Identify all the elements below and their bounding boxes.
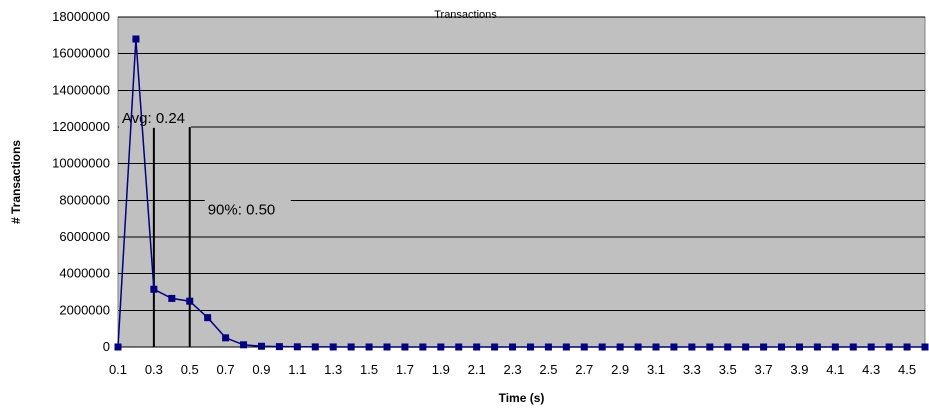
annotation-label: 90%: 0.50: [208, 202, 276, 219]
x-axis-label: Time (s): [499, 391, 545, 405]
y-tick-label: 16000000: [52, 46, 110, 61]
x-tick-label: 2.3: [503, 362, 521, 377]
annotation-label-bg: [118, 106, 191, 128]
data-point: [921, 343, 929, 351]
x-tick-label: 3.7: [755, 362, 773, 377]
data-point: [903, 343, 911, 351]
x-tick-label: 1.5: [360, 362, 378, 377]
data-point: [867, 343, 875, 351]
data-point: [598, 343, 606, 351]
x-tick-label: 4.1: [826, 362, 844, 377]
data-point: [186, 297, 194, 305]
data-point: [222, 334, 230, 342]
data-point: [795, 343, 803, 351]
series-transactions: [114, 35, 929, 351]
data-point: [724, 343, 732, 351]
data-point: [562, 343, 570, 351]
y-tick-label: 10000000: [52, 156, 110, 171]
y-tick-label: 18000000: [52, 9, 110, 24]
data-point: [311, 343, 319, 351]
x-tick-label: 3.1: [647, 362, 665, 377]
data-point: [473, 343, 481, 351]
x-tick-label: 4.5: [898, 362, 916, 377]
annotation-label: Avg: 0.24: [122, 110, 185, 127]
data-point: [240, 341, 248, 349]
data-point: [688, 343, 696, 351]
data-point: [401, 343, 409, 351]
x-tick-label: 3.3: [683, 362, 701, 377]
x-tick-label: 2.1: [468, 362, 486, 377]
x-tick-label: 2.9: [611, 362, 629, 377]
y-tick-label: 4000000: [59, 266, 110, 281]
data-point: [437, 343, 445, 351]
x-tick-label: 0.7: [217, 362, 235, 377]
data-point: [778, 343, 786, 351]
chart-title: Transactions: [434, 9, 497, 21]
series-line: [117, 38, 925, 348]
data-point: [114, 343, 122, 351]
data-point: [275, 343, 283, 351]
y-tick-label: 14000000: [52, 82, 110, 97]
annotations: Avg: 0.24 90%: 0.50: [118, 106, 291, 347]
data-point: [455, 343, 463, 351]
data-point: [813, 343, 821, 351]
data-point: [329, 343, 337, 351]
data-point: [383, 343, 391, 351]
data-point: [365, 343, 373, 351]
x-tick-label: 2.7: [575, 362, 593, 377]
x-tick-label: 0.1: [109, 362, 127, 377]
data-point: [204, 314, 212, 322]
x-tick-label: 2.5: [539, 362, 557, 377]
y-axis-label: # Transactions: [9, 140, 23, 224]
data-point: [652, 343, 660, 351]
data-point: [168, 294, 176, 302]
y-tick-label: 8000000: [59, 192, 110, 207]
data-point: [257, 342, 265, 350]
data-point: [634, 343, 642, 351]
data-point: [885, 343, 893, 351]
data-point: [831, 343, 839, 351]
x-tick-label: 1.7: [396, 362, 414, 377]
data-point: [509, 343, 517, 351]
data-point: [419, 343, 427, 351]
x-tick-label: 0.9: [252, 362, 270, 377]
data-point: [742, 343, 750, 351]
data-point: [849, 343, 857, 351]
plot-area: [117, 16, 926, 348]
x-tick-label: 3.9: [790, 362, 808, 377]
data-point: [491, 343, 499, 351]
data-point: [347, 343, 355, 351]
y-tick-label: 0: [103, 339, 110, 354]
annotation-label-bg: [204, 198, 291, 220]
x-tick-label: 1.3: [324, 362, 342, 377]
data-point: [526, 343, 534, 351]
x-tick-label: 1.1: [288, 362, 306, 377]
y-tick-label: 12000000: [52, 119, 110, 134]
x-tick-label: 0.5: [181, 362, 199, 377]
tick-labels: 0 2000000 4000000 6000000 8000000 10000000 120…: [52, 9, 916, 377]
data-point: [544, 343, 552, 351]
data-point: [760, 343, 768, 351]
x-tick-label: 3.5: [719, 362, 737, 377]
y-tick-label: 2000000: [59, 302, 110, 317]
data-point: [150, 285, 158, 293]
data-point: [293, 343, 301, 351]
data-point: [132, 35, 140, 43]
x-tick-label: 4.3: [862, 362, 880, 377]
x-tick-label: 0.3: [145, 362, 163, 377]
data-point: [670, 343, 678, 351]
data-point: [580, 343, 588, 351]
x-tick-label: 1.9: [432, 362, 450, 377]
data-point: [706, 343, 714, 351]
y-tick-label: 6000000: [59, 229, 110, 244]
data-point: [616, 343, 624, 351]
